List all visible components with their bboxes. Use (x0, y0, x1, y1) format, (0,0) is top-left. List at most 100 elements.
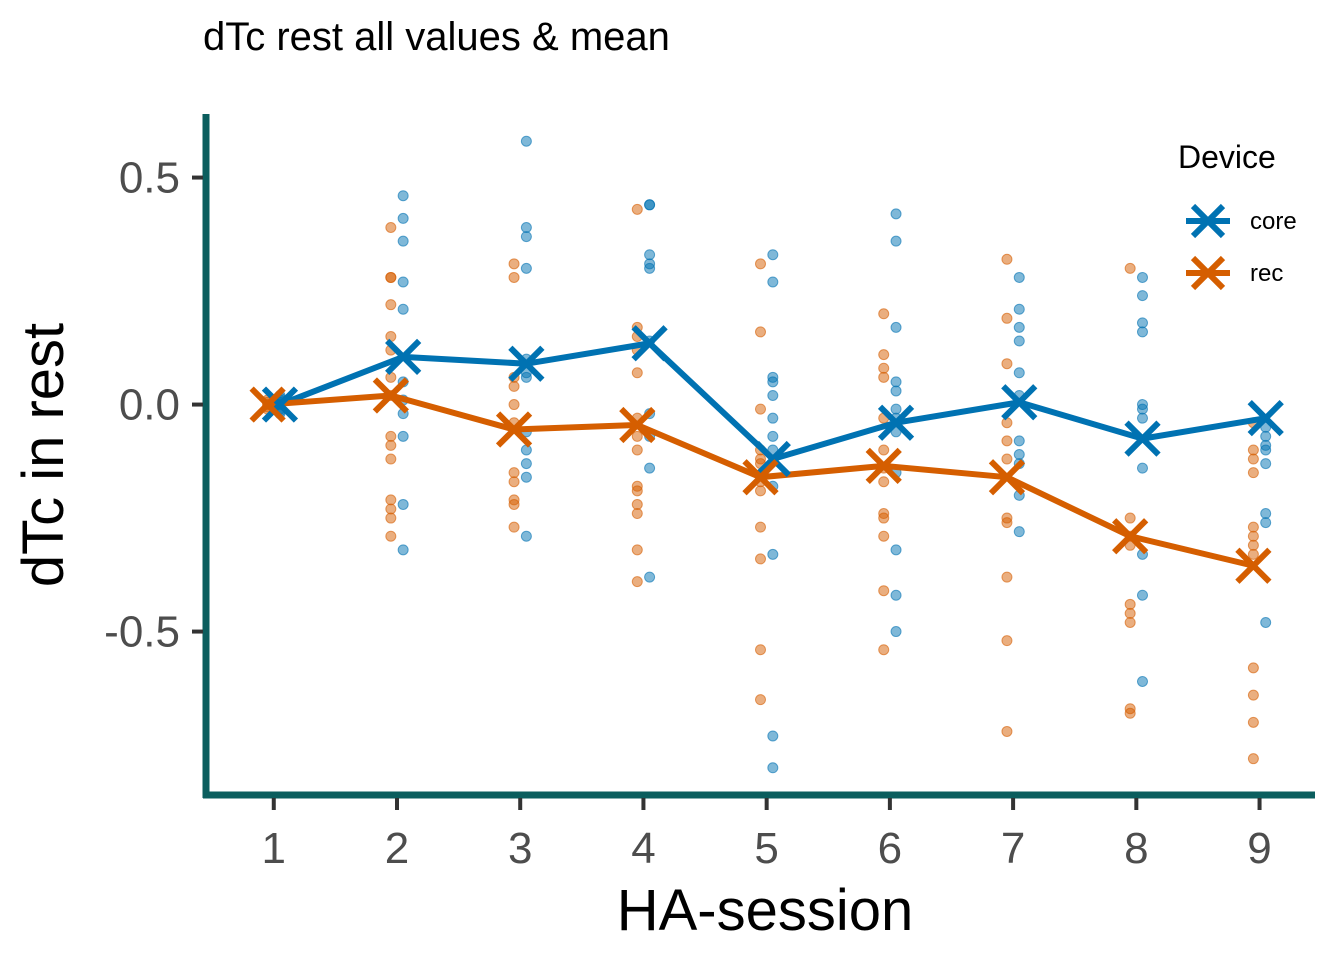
data-point-rec (631, 444, 643, 456)
data-point-core (767, 249, 779, 261)
data-point-core (520, 135, 532, 147)
data-point-rec (508, 498, 520, 510)
data-point-core (1136, 462, 1148, 474)
data-point-core (397, 276, 409, 288)
data-point-rec (1247, 530, 1259, 542)
data-point-rec (878, 585, 890, 597)
data-point-core (890, 544, 902, 556)
mean-marker-rec (865, 447, 902, 484)
data-point-core (1136, 290, 1148, 302)
y-axis-title: dTc in rest (11, 323, 76, 587)
data-point-core (644, 571, 656, 583)
y-axis-ticks: 0.5 0.0 -0.5 (104, 154, 203, 657)
data-point-rec (755, 403, 766, 415)
x-tick-label: 8 (1124, 824, 1148, 873)
data-point-core (890, 321, 902, 333)
x-tick-label: 6 (878, 824, 902, 873)
data-point-rec (385, 512, 397, 524)
data-point-rec (385, 330, 397, 342)
legend-key-x-icon (1190, 203, 1226, 239)
y-tick-label: 0.5 (119, 154, 180, 203)
data-point-rec (1001, 571, 1013, 583)
data-point-core (890, 385, 902, 397)
mean-marker-rec (372, 377, 409, 414)
data-point-rec (385, 494, 397, 506)
legend-label: core (1250, 208, 1297, 235)
data-point-rec (1247, 521, 1259, 533)
mean-marker-rec (988, 459, 1026, 496)
data-point-core (1013, 526, 1025, 538)
legend-items: core rec (1186, 203, 1297, 291)
x-tick-label: 3 (508, 824, 532, 873)
data-point-core (1260, 444, 1272, 456)
data-point-core (520, 262, 532, 274)
data-point-rec (385, 299, 397, 311)
x-axis-ticks: 1 2 3 4 5 6 7 8 9 (262, 798, 1272, 873)
data-point-core (397, 235, 409, 247)
mean-marker-rec (495, 411, 533, 448)
mean-marker-rec (619, 406, 656, 444)
data-point-rec (508, 399, 520, 411)
data-point-rec (1001, 725, 1013, 737)
data-point-core (1260, 517, 1272, 529)
data-point-rec (508, 467, 520, 479)
mean-marker-core (877, 404, 915, 441)
data-point-core (767, 376, 779, 388)
data-point-rec (631, 498, 643, 510)
data-point-rec (755, 485, 766, 497)
data-point-rec (1124, 607, 1136, 619)
mean-marker-core (261, 386, 299, 423)
data-point-rec (878, 476, 890, 488)
data-point-core (520, 371, 532, 383)
data-point-core (520, 530, 532, 542)
data-point-core (767, 430, 779, 442)
data-point-core (520, 444, 532, 456)
data-point-rec (508, 258, 520, 270)
data-point-core (1013, 321, 1025, 333)
data-point-core (1013, 271, 1025, 283)
data-point-rec (385, 530, 397, 542)
mean-marker-core (1247, 400, 1284, 437)
data-point-core (397, 498, 409, 510)
data-point-rec (1001, 635, 1013, 647)
data-point-rec (385, 271, 397, 283)
x-tick-label: 1 (262, 824, 286, 873)
data-point-core (767, 276, 779, 288)
mean-marker-core (631, 325, 668, 362)
data-point-core (1013, 303, 1025, 315)
data-point-core (767, 548, 779, 560)
mean-marker-core (1124, 420, 1161, 457)
legend-key-x-icon (1190, 255, 1226, 291)
data-point-core (890, 403, 902, 415)
data-point-rec (878, 644, 890, 656)
data-point-core (767, 389, 779, 401)
mean-marker-rec (1112, 518, 1149, 555)
legend-item-core: core (1186, 203, 1297, 239)
data-point-rec (755, 521, 766, 533)
data-point-rec (1001, 435, 1013, 447)
data-point-rec (385, 503, 397, 515)
x-tick-label: 9 (1247, 824, 1271, 873)
mean-marker-rec (1235, 547, 1272, 584)
data-point-rec (1124, 707, 1136, 719)
data-point-rec (508, 521, 520, 533)
mean-marker-core (508, 345, 545, 382)
data-point-rec (878, 444, 890, 456)
y-tick-label: -0.5 (104, 608, 180, 657)
data-point-core (1136, 676, 1148, 687)
x-axis-title: HA-session (617, 878, 914, 943)
mean-lines-layer (249, 325, 1284, 584)
data-point-rec (508, 476, 520, 488)
data-point-rec (1247, 689, 1259, 701)
data-point-core (644, 199, 656, 211)
data-point-core (1136, 403, 1148, 415)
data-point-rec (1247, 539, 1259, 551)
data-point-rec (508, 380, 520, 392)
data-point-rec (385, 453, 397, 465)
data-point-rec (385, 222, 397, 233)
data-point-core (1136, 589, 1148, 601)
data-point-core (890, 589, 902, 601)
data-point-rec (878, 371, 890, 383)
data-point-rec (755, 694, 766, 706)
data-point-core (397, 190, 409, 202)
